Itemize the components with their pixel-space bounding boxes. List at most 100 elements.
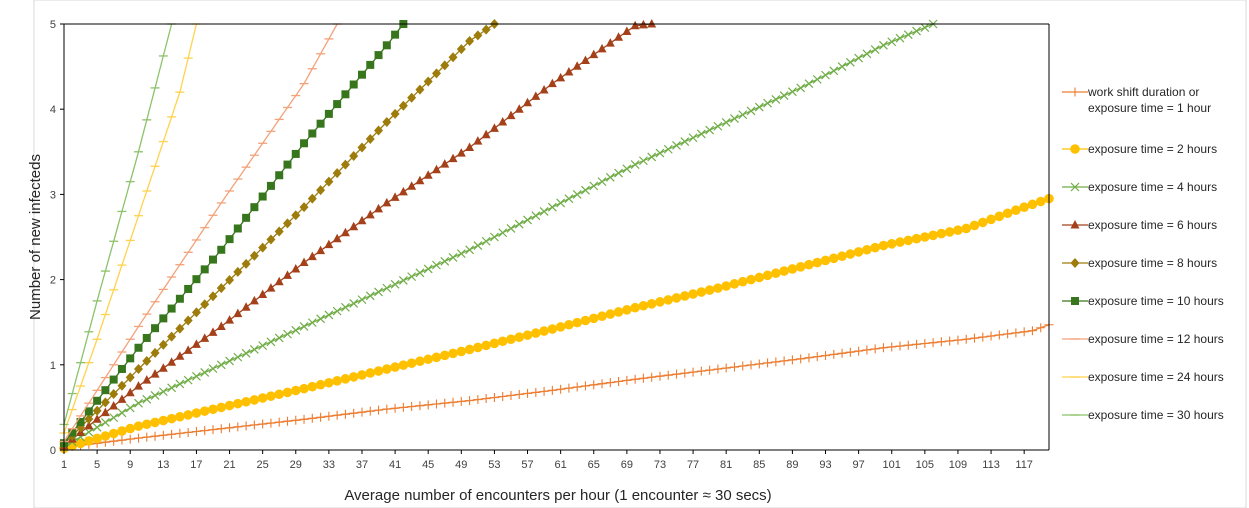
series-3-point <box>349 299 359 308</box>
y-tick-label: 3 <box>50 189 56 201</box>
legend-marker-2 <box>1070 144 1080 154</box>
series-2-point <box>870 242 880 253</box>
series-5-point <box>357 142 367 153</box>
series-2-point <box>820 255 831 266</box>
series-5-point <box>241 258 251 269</box>
series-1-point <box>763 358 773 368</box>
series-6-point <box>374 51 383 60</box>
series-9 <box>59 23 177 426</box>
series-1-point <box>547 385 557 395</box>
series-4-point <box>589 49 599 59</box>
series-2-point <box>324 377 334 388</box>
legend-item-9: exposure time = 30 hours <box>1062 408 1224 422</box>
series-2-point <box>886 239 897 249</box>
series-6-point <box>333 100 342 109</box>
series-6-point <box>324 109 333 118</box>
series-1-point <box>332 410 342 420</box>
series-2-point <box>994 211 1005 222</box>
series-1-point <box>721 363 731 373</box>
series-1-point <box>473 395 483 405</box>
series-1-point <box>688 367 698 377</box>
series-3-point <box>713 121 723 131</box>
series-5-point <box>340 159 350 170</box>
series-1-point <box>431 399 441 409</box>
series-2-point <box>299 383 309 394</box>
series-1-point <box>208 425 218 435</box>
series-2-point <box>853 247 864 257</box>
x-tick-label: 41 <box>389 459 401 471</box>
series-3-point <box>175 379 185 389</box>
series-3-point <box>705 125 715 135</box>
series-1-point <box>622 375 632 385</box>
series-3-point <box>489 232 499 242</box>
series-1-point <box>680 368 690 378</box>
series-3-point <box>382 283 392 293</box>
legend-label-4: exposure time = 6 hours <box>1088 218 1217 232</box>
series-1-point <box>523 388 533 398</box>
series-6-point <box>349 80 358 89</box>
series-1-point <box>225 423 235 433</box>
series-3-point <box>158 387 168 397</box>
series-2-point <box>713 283 723 293</box>
series-3-point <box>630 160 640 170</box>
x-tick-label: 49 <box>455 459 467 471</box>
series-3-point <box>812 74 822 84</box>
series-1-point <box>903 340 913 350</box>
series-5-point <box>440 60 450 71</box>
series-1-point <box>878 343 888 353</box>
series-2-point <box>1011 205 1021 216</box>
series-1-point <box>647 372 657 382</box>
series-3-point <box>258 341 268 351</box>
series-2-point <box>199 406 210 416</box>
series-3-point <box>473 241 483 250</box>
series-2-point <box>605 309 616 319</box>
series-3-point <box>92 422 102 432</box>
series-4-point <box>605 38 615 47</box>
x-tick-label: 97 <box>852 459 864 471</box>
series-5-point <box>183 315 193 326</box>
series-3-point <box>829 66 839 76</box>
series-2-point <box>845 249 856 259</box>
series-1-point <box>258 419 268 429</box>
series-1-point <box>150 431 160 441</box>
series-6-point <box>233 224 242 233</box>
series-1-point <box>125 434 135 444</box>
series-1-point <box>829 349 839 359</box>
series-5-point <box>291 210 301 221</box>
series-1-point <box>854 346 864 356</box>
series-1-point <box>340 409 350 419</box>
series-5-point <box>332 168 342 179</box>
series-5-point <box>200 299 210 310</box>
legend-label-1: work shift duration or <box>1087 85 1199 99</box>
series-1-point <box>241 421 251 431</box>
series-3-point <box>663 144 673 154</box>
legend-item-4: exposure time = 6 hours <box>1062 218 1217 232</box>
series-2-point <box>729 279 740 289</box>
series-3-point <box>374 287 383 297</box>
series-1-point <box>514 389 524 399</box>
series-2-point <box>828 253 839 264</box>
series-2-point <box>547 324 558 334</box>
series-1-point <box>754 359 764 369</box>
series-1-point <box>746 360 756 370</box>
series-2-point <box>125 423 136 434</box>
series-3-point <box>291 325 301 335</box>
series-2-point <box>588 313 599 324</box>
series-3-point <box>307 318 317 328</box>
series-4-point <box>100 407 110 417</box>
series-4-point <box>109 400 119 410</box>
series-3-point <box>150 391 160 400</box>
x-tick-label: 65 <box>588 459 600 471</box>
series-1-point <box>920 339 930 348</box>
series-4-point <box>622 26 632 35</box>
series-3-point <box>564 194 574 204</box>
series-3-point <box>390 279 400 289</box>
series-line-3 <box>63 23 934 448</box>
series-6-point <box>308 129 317 138</box>
x-tick-label: 81 <box>720 459 732 471</box>
series-1-point <box>672 369 682 379</box>
series-3-point <box>183 375 193 385</box>
series-2-point <box>920 232 930 242</box>
x-axis-title: Average number of encounters per hour (1… <box>344 487 771 504</box>
series-3-point <box>506 224 516 233</box>
